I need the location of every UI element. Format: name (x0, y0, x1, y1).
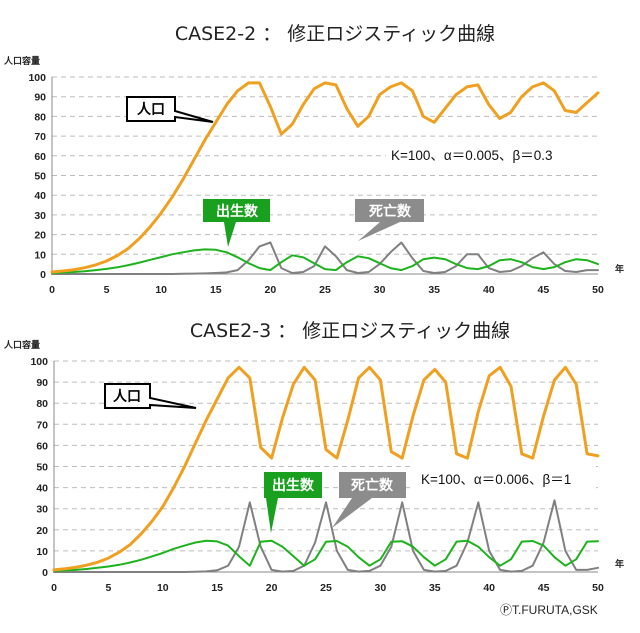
chart-2-deaths-callout: 死亡数 (332, 472, 406, 528)
population-callout-shape (126, 96, 214, 123)
chart-1-deaths-callout: 死亡数 (355, 199, 424, 241)
y-tick-label: 80 (36, 398, 48, 410)
y-tick-label: 100 (28, 72, 46, 84)
x-tick-label: 45 (538, 284, 550, 296)
x-tick-label: 30 (375, 582, 387, 594)
population-callout-label: 人口 (113, 388, 141, 405)
copyright-credit: ⓅT.FURUTA,GSK (500, 603, 598, 617)
y-tick-label: 60 (34, 151, 46, 163)
chart-case2-2: CASE2-2 ： 修正ロジスティック曲線 人口容量 年 01020304050… (3, 23, 624, 296)
y-tick-label: 0 (42, 567, 48, 579)
chart-2-ylabel: 人口容量 (3, 339, 40, 351)
y-tick-label: 50 (36, 462, 48, 474)
series-line-births (53, 539, 599, 572)
chart-2-title: CASE2-3 ： 修正ロジスティック曲線 (190, 320, 510, 342)
y-tick-label: 70 (34, 131, 46, 143)
chart-1-title: CASE2-2 ： 修正ロジスティック曲線 (175, 23, 495, 45)
x-tick-label: 25 (320, 582, 332, 594)
births-callout-shape (203, 199, 270, 247)
x-tick-label: 15 (210, 284, 222, 296)
x-tick-label: 0 (51, 582, 57, 594)
y-tick-label: 90 (34, 92, 46, 104)
y-tick-label: 20 (36, 525, 48, 537)
chart-1-plot: 0 10 20 30 40 50 60 70 80 90 100 0 5 10 15 20 25 30 35 40 45… (28, 72, 604, 296)
y-tick-label: 100 (30, 356, 48, 368)
x-tick-label: 5 (104, 284, 110, 296)
x-tick-label: 0 (49, 284, 55, 296)
y-tick-label: 20 (34, 230, 46, 242)
series-line-population (50, 81, 600, 274)
y-tick-label: 40 (34, 190, 46, 202)
series-line-deaths (51, 241, 599, 275)
x-tick-label: 40 (483, 582, 495, 594)
y-tick-label: 10 (36, 546, 48, 558)
x-tick-label: 20 (266, 582, 278, 594)
series-line-deaths (53, 499, 599, 573)
x-tick-label: 10 (157, 582, 169, 594)
x-tick-label: 20 (265, 284, 277, 296)
y-tick-label: 30 (34, 210, 46, 222)
x-tick-label: 15 (211, 582, 223, 594)
births-callout-shape (264, 472, 322, 533)
x-tick-label: 50 (592, 284, 604, 296)
deaths-callout-label: 死亡数 (368, 203, 412, 220)
chart-1-params: K=100、α＝0.005、β＝0.3 (391, 148, 553, 163)
chart-2-xlabel: 年 (615, 558, 624, 570)
chart-case2-3: CASE2-3 ： 修正ロジスティック曲線 人口容量 年 01020304050… (3, 320, 624, 594)
population-callout-shape (104, 383, 197, 409)
series-line-population (52, 365, 600, 572)
chart-2-params-box (414, 465, 596, 493)
chart-2-births-callout: 出生数 (264, 472, 322, 533)
births-callout-label: 出生数 (216, 203, 259, 220)
y-tick-label: 40 (36, 483, 48, 495)
y-tick-label: 30 (36, 504, 48, 516)
population-callout-label: 人口 (137, 101, 165, 118)
y-tick-label: 0 (40, 269, 46, 281)
y-tick-label: 70 (36, 419, 48, 431)
x-tick-label: 40 (483, 284, 495, 296)
y-tick-label: 50 (34, 171, 46, 183)
series-line-births (51, 248, 599, 274)
x-tick-label: 35 (428, 284, 440, 296)
chart-2-params: K=100、α＝0.006、β＝1 (421, 472, 571, 487)
chart-2-population-callout: 人口 (104, 383, 197, 409)
x-tick-label: 30 (374, 284, 386, 296)
chart-1-params-box (386, 140, 598, 168)
y-tick-label: 60 (36, 440, 48, 452)
deaths-callout-label: 死亡数 (350, 477, 394, 494)
chart-1-xlabel: 年 (615, 263, 624, 275)
x-tick-label: 45 (538, 582, 550, 594)
chart-1-ylabel: 人口容量 (3, 55, 40, 67)
x-tick-label: 35 (429, 582, 441, 594)
x-tick-label: 50 (592, 582, 604, 594)
y-tick-label: 10 (34, 249, 46, 261)
x-tick-label: 10 (155, 284, 167, 296)
chart-1-births-callout: 出生数 (203, 199, 270, 247)
x-tick-label: 5 (105, 582, 111, 594)
deaths-callout-shape (332, 472, 406, 528)
x-tick-label: 25 (319, 284, 331, 296)
births-callout-label: 出生数 (272, 477, 315, 494)
deaths-callout-shape (355, 199, 424, 241)
y-tick-label: 80 (34, 111, 46, 123)
chart-1-population-callout: 人口 (126, 96, 214, 123)
y-tick-label: 90 (36, 377, 48, 389)
